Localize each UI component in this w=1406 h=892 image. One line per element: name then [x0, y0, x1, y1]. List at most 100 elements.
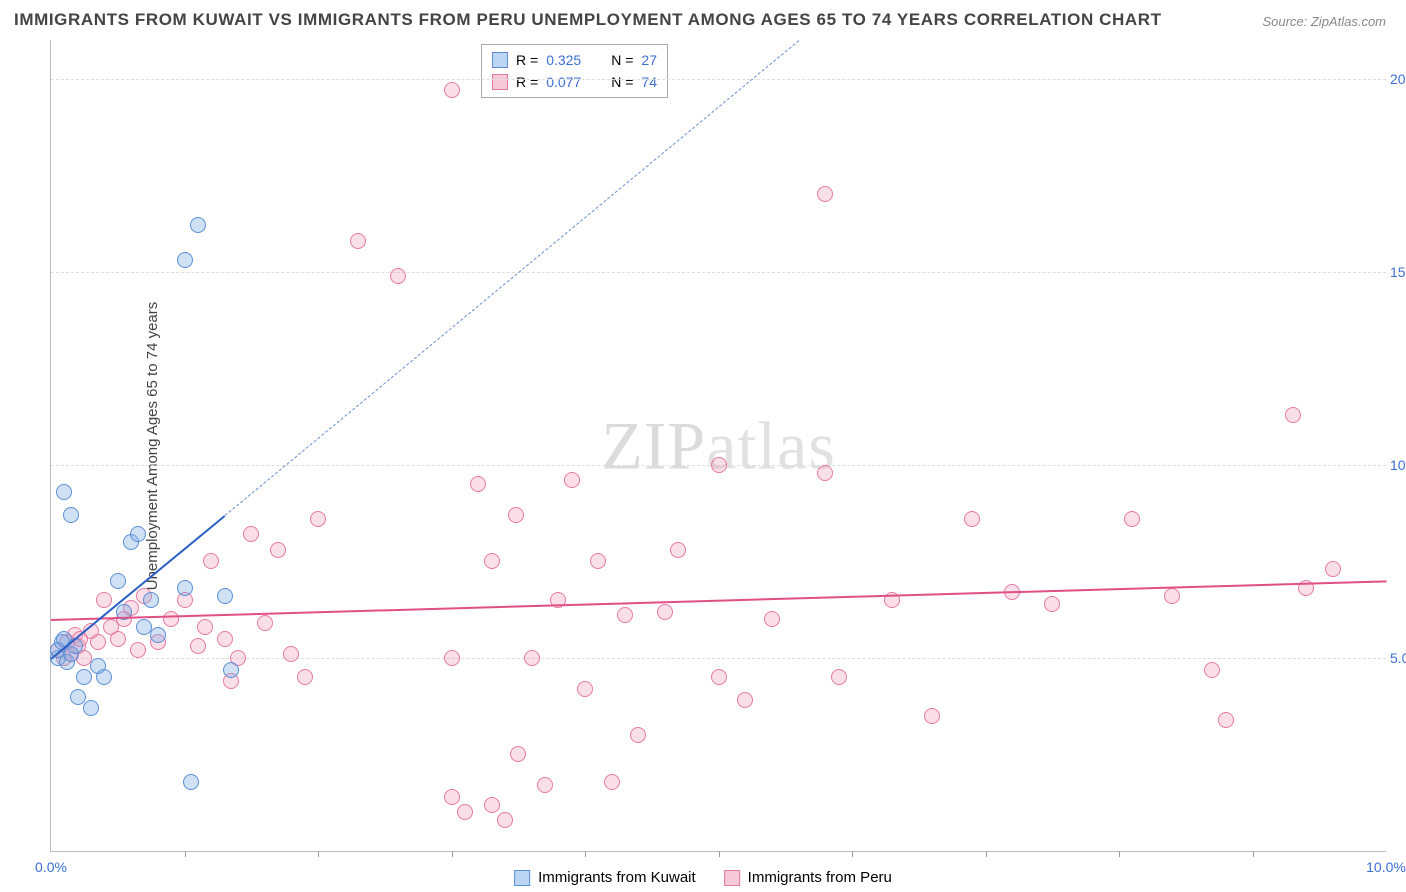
data-point-kuwait [110, 573, 126, 589]
data-point-peru [257, 615, 273, 631]
data-point-peru [190, 638, 206, 654]
data-point-peru [1044, 596, 1060, 612]
data-point-peru [390, 268, 406, 284]
y-tick-label: 15.0% [1390, 264, 1406, 280]
data-point-peru [831, 669, 847, 685]
data-point-peru [630, 727, 646, 743]
source-attribution: Source: ZipAtlas.com [1262, 14, 1386, 29]
data-point-kuwait [56, 484, 72, 500]
x-tick-mark [452, 851, 453, 857]
x-tick-mark [719, 851, 720, 857]
data-point-kuwait [143, 592, 159, 608]
legend-r-value: 0.325 [546, 49, 581, 71]
data-point-peru [470, 476, 486, 492]
legend-n-value: 27 [641, 49, 657, 71]
legend-row-kuwait: R =0.325N =27 [492, 49, 657, 71]
data-point-peru [711, 669, 727, 685]
watermark: ZIPatlas [601, 406, 836, 485]
data-point-peru [297, 669, 313, 685]
data-point-peru [350, 233, 366, 249]
legend-swatch [724, 870, 740, 886]
data-point-peru [670, 542, 686, 558]
correlation-legend: R =0.325N =27R =0.077N =74 [481, 44, 668, 98]
legend-swatch [514, 870, 530, 886]
x-tick-mark [1253, 851, 1254, 857]
scatter-chart: ZIPatlas R =0.325N =27R =0.077N =74 5.0%… [50, 40, 1386, 852]
data-point-peru [163, 611, 179, 627]
data-point-peru [243, 526, 259, 542]
data-point-peru [577, 681, 593, 697]
data-point-peru [270, 542, 286, 558]
data-point-kuwait [70, 689, 86, 705]
x-tick-label: 10.0% [1366, 859, 1406, 875]
legend-item-peru: Immigrants from Peru [724, 869, 892, 886]
data-point-peru [657, 604, 673, 620]
legend-series-label: Immigrants from Kuwait [538, 869, 696, 886]
gridline-h [51, 658, 1386, 659]
data-point-peru [96, 592, 112, 608]
data-point-peru [964, 511, 980, 527]
data-point-peru [130, 642, 146, 658]
data-point-kuwait [183, 774, 199, 790]
data-point-peru [497, 812, 513, 828]
x-tick-mark [185, 851, 186, 857]
data-point-kuwait [223, 662, 239, 678]
data-point-peru [537, 777, 553, 793]
legend-n-label: N = [611, 71, 633, 93]
data-point-kuwait [150, 627, 166, 643]
trend-line [51, 581, 1386, 622]
x-tick-mark [986, 851, 987, 857]
data-point-peru [310, 511, 326, 527]
data-point-peru [1218, 712, 1234, 728]
x-tick-mark [852, 851, 853, 857]
data-point-peru [590, 553, 606, 569]
chart-title: IMMIGRANTS FROM KUWAIT VS IMMIGRANTS FRO… [14, 10, 1162, 30]
series-legend: Immigrants from Kuwait Immigrants from Pe… [514, 869, 892, 886]
legend-n-value: 74 [641, 71, 657, 93]
legend-series-label: Immigrants from Peru [748, 869, 892, 886]
data-point-kuwait [190, 217, 206, 233]
data-point-peru [617, 607, 633, 623]
gridline-h [51, 79, 1386, 80]
data-point-kuwait [217, 588, 233, 604]
data-point-kuwait [83, 700, 99, 716]
data-point-peru [508, 507, 524, 523]
data-point-kuwait [67, 638, 83, 654]
data-point-peru [1325, 561, 1341, 577]
data-point-peru [817, 465, 833, 481]
data-point-peru [110, 631, 126, 647]
data-point-peru [1124, 511, 1140, 527]
legend-swatch [492, 52, 508, 68]
data-point-peru [484, 797, 500, 813]
data-point-peru [444, 650, 460, 666]
data-point-kuwait [76, 669, 92, 685]
data-point-peru [1204, 662, 1220, 678]
data-point-kuwait [177, 252, 193, 268]
legend-r-value: 0.077 [546, 71, 581, 93]
legend-item-kuwait: Immigrants from Kuwait [514, 869, 696, 886]
data-point-peru [90, 634, 106, 650]
legend-r-label: R = [516, 49, 538, 71]
data-point-peru [203, 553, 219, 569]
data-point-peru [1285, 407, 1301, 423]
x-tick-mark [1119, 851, 1120, 857]
gridline-h [51, 272, 1386, 273]
data-point-peru [217, 631, 233, 647]
trend-line [224, 40, 799, 516]
data-point-peru [1164, 588, 1180, 604]
data-point-peru [444, 789, 460, 805]
data-point-peru [711, 457, 727, 473]
data-point-peru [817, 186, 833, 202]
y-tick-label: 5.0% [1390, 650, 1406, 666]
x-tick-label: 0.0% [35, 859, 67, 875]
data-point-peru [484, 553, 500, 569]
data-point-peru [444, 82, 460, 98]
legend-swatch [492, 74, 508, 90]
data-point-kuwait [63, 507, 79, 523]
data-point-peru [604, 774, 620, 790]
y-tick-label: 20.0% [1390, 71, 1406, 87]
x-tick-mark [318, 851, 319, 857]
data-point-peru [457, 804, 473, 820]
data-point-peru [764, 611, 780, 627]
data-point-peru [524, 650, 540, 666]
